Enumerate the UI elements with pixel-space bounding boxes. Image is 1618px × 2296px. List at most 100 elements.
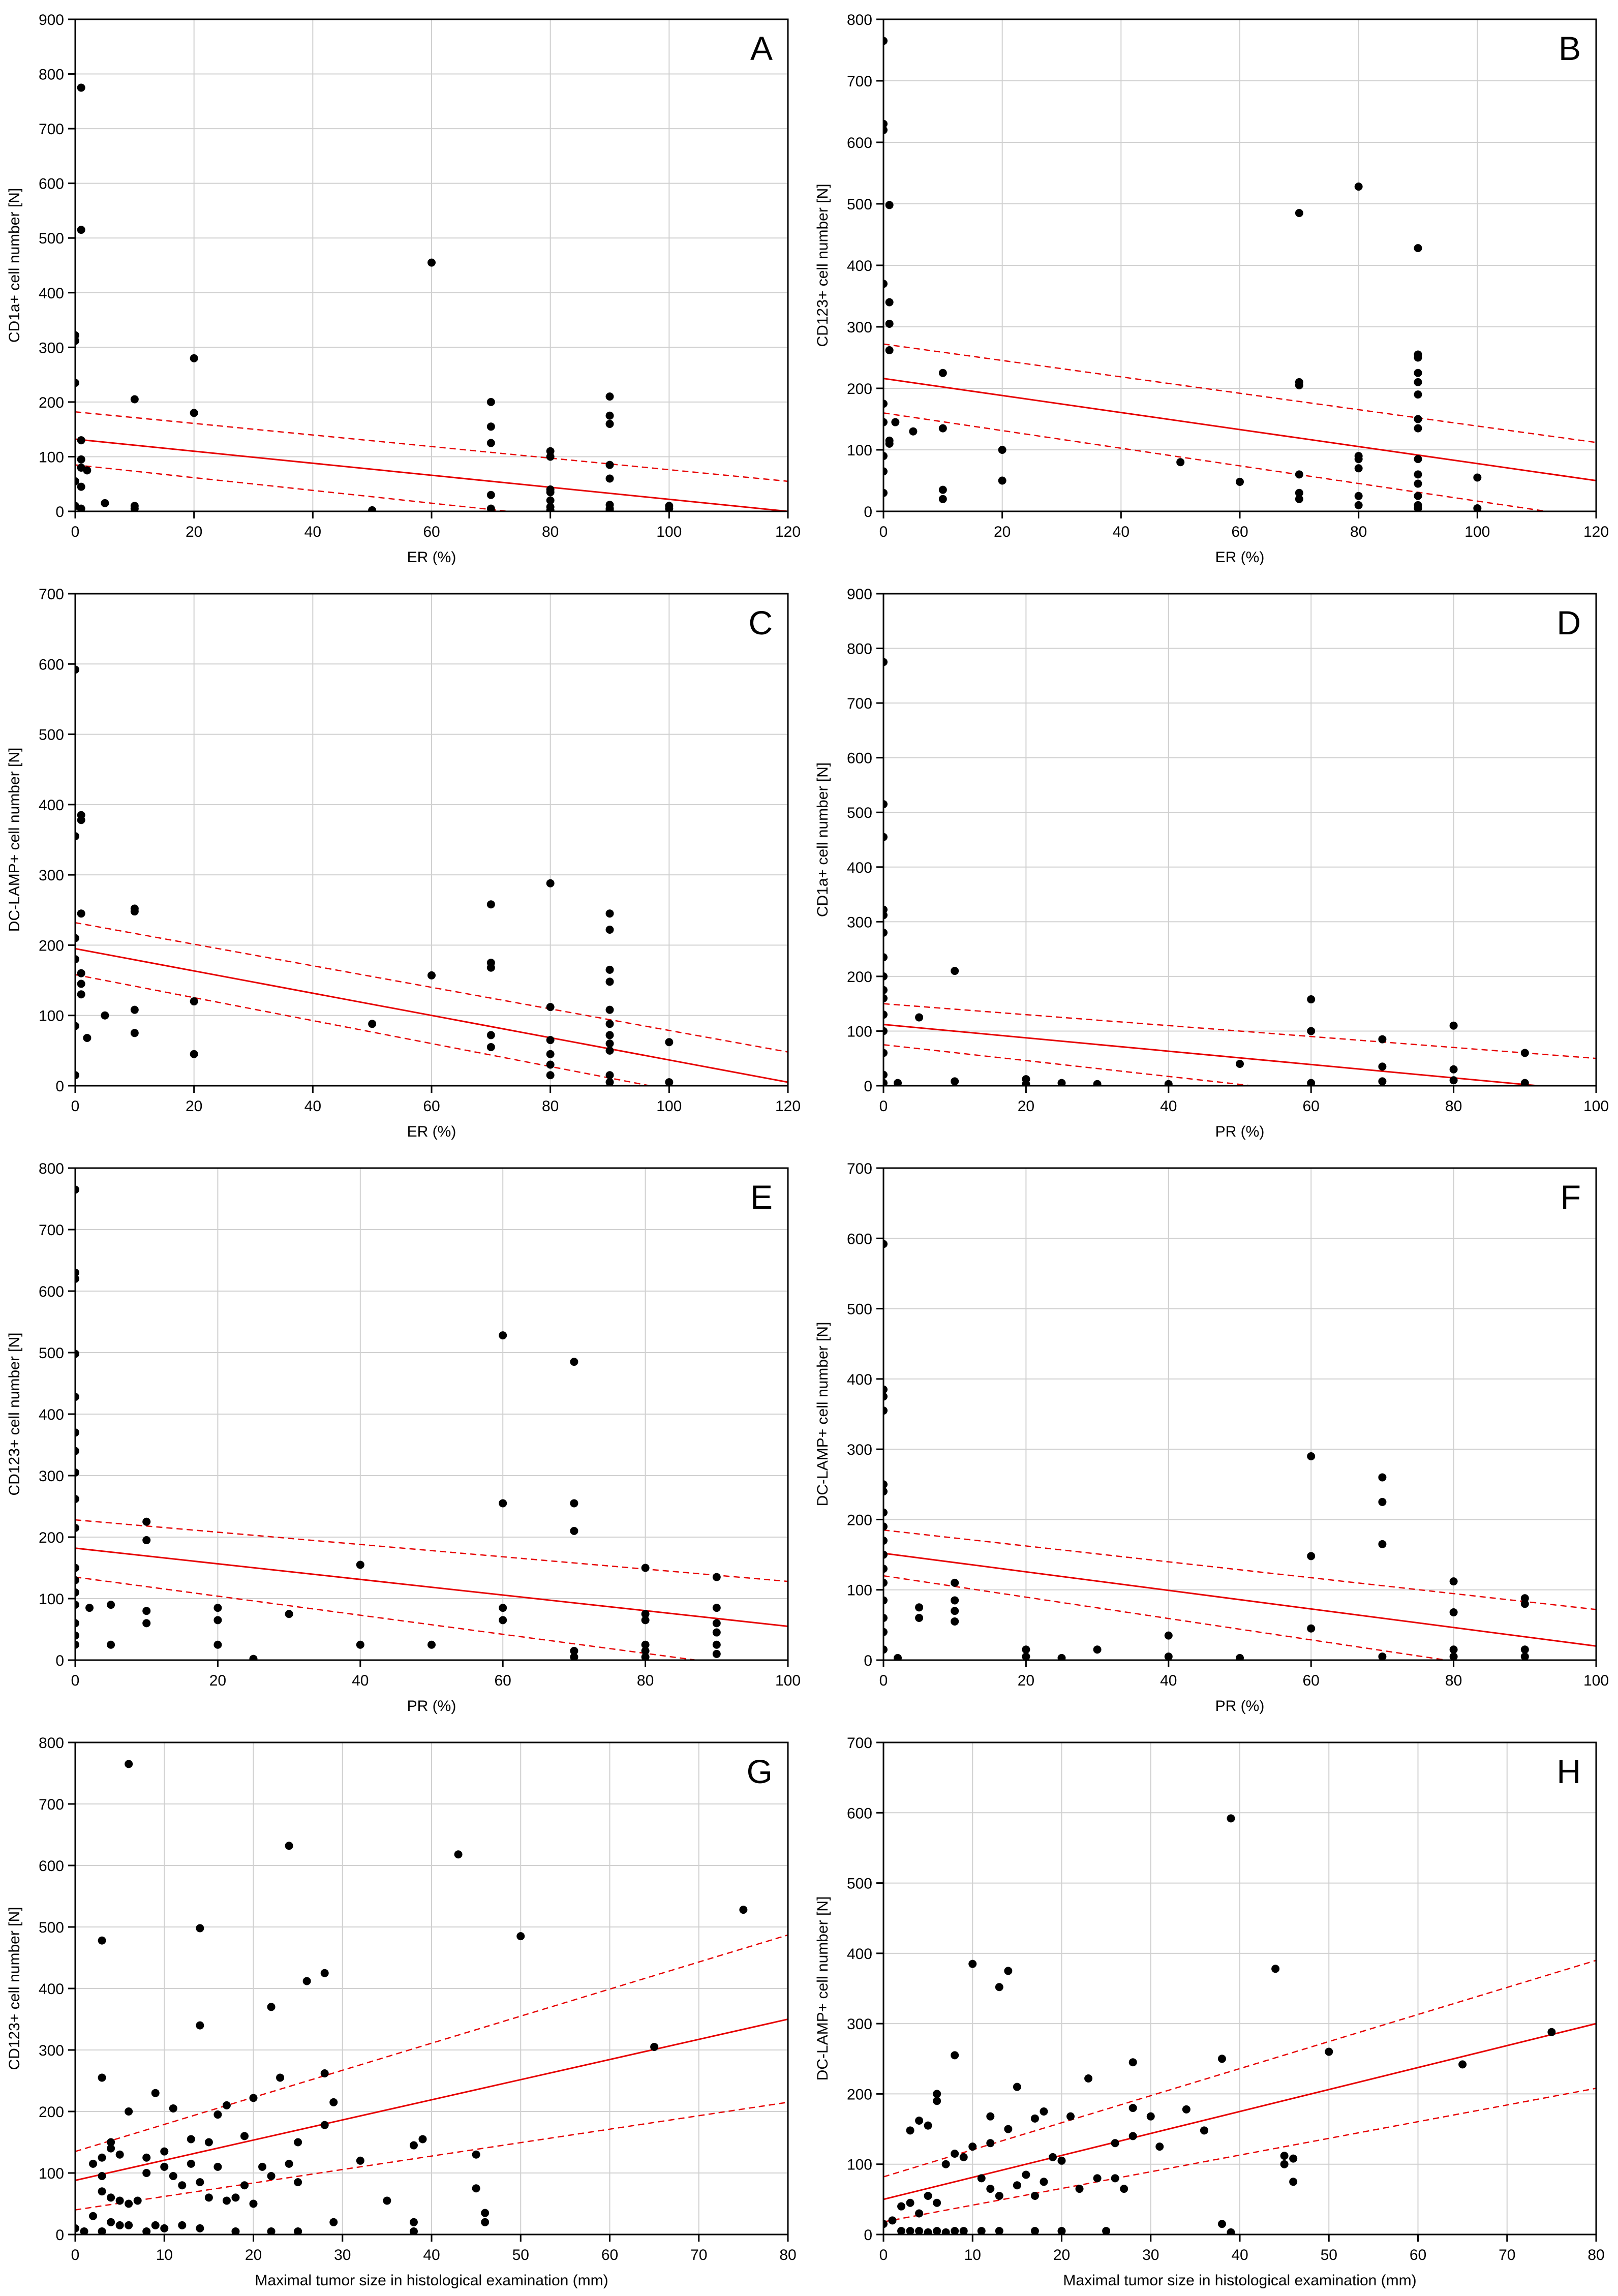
data-point [285,2159,293,2168]
data-point [1307,995,1316,1004]
data-point [1057,2227,1066,2234]
y-tick-label: 100 [847,1023,872,1040]
y-tick-label: 600 [847,135,872,151]
x-tick-label: 60 [1303,1098,1320,1115]
data-point [75,1564,79,1572]
data-point [486,504,495,511]
data-point [409,2218,418,2226]
y-tick-label: 700 [847,1735,872,1752]
y-tick-label: 400 [847,1946,872,1963]
data-point [285,1610,293,1618]
data-point [995,1983,1003,1992]
x-tick-label: 0 [879,1672,888,1689]
x-axis-label: ER (%) [407,549,456,566]
x-tick-label: 0 [71,1672,80,1689]
data-point [546,1060,555,1069]
data-point [418,2135,427,2144]
data-point [1030,2227,1039,2234]
data-point [75,1619,79,1628]
data-point [1414,415,1422,423]
data-point [213,1640,222,1649]
x-axis-label: PR (%) [407,1698,456,1715]
x-tick-label: 60 [423,524,440,540]
x-tick-label: 60 [1410,2247,1426,2263]
data-point [454,1850,463,1859]
data-point [924,2228,932,2234]
data-point [883,1508,888,1517]
x-tick-label: 0 [71,2247,80,2263]
data-point [1307,1552,1316,1560]
data-point [329,2098,338,2106]
data-point [883,1628,888,1636]
data-point [409,2141,418,2150]
data-point [941,2160,950,2168]
data-point [894,1079,902,1086]
y-tick-label: 300 [39,340,64,356]
data-point [1473,504,1482,511]
x-tick-label: 60 [1303,1672,1320,1689]
data-point [125,2199,133,2208]
data-point [1236,477,1244,486]
data-point [267,2003,276,2011]
data-point [240,2181,249,2190]
x-tick-label: 50 [512,2247,529,2263]
data-point [1354,501,1363,509]
y-tick-label: 800 [39,1160,64,1177]
y-tick-label: 400 [847,1371,872,1388]
data-point [1176,458,1185,467]
data-point [641,1640,650,1649]
data-point [368,506,377,511]
data-point [1164,1080,1173,1086]
y-tick-label: 400 [39,797,64,814]
x-tick-label: 0 [71,524,80,540]
data-point [883,452,888,461]
data-point [481,2218,490,2226]
data-point [107,2193,115,2202]
y-tick-label: 100 [39,2165,64,2182]
data-point [915,1603,924,1612]
y-tick-label: 700 [39,1796,64,1813]
data-point [75,1523,79,1532]
data-point [1004,1967,1013,1975]
data-point [77,504,85,511]
y-axis-label: CD1a+ cell number [N] [814,762,831,917]
data-point [85,1604,94,1612]
data-point [933,2090,941,2098]
data-point [641,1610,650,1618]
data-point [125,2221,133,2229]
regression-line [75,1547,788,1627]
data-point [1093,1080,1102,1086]
data-point [1449,1608,1458,1616]
data-point [546,1071,555,1080]
data-point [130,907,139,916]
panel-letter: B [1559,29,1581,67]
data-point [605,977,614,986]
x-tick-label: 40 [1231,2247,1248,2263]
data-point [883,1565,888,1573]
x-tick-label: 70 [1499,2247,1515,2263]
x-tick-label: 60 [495,1672,511,1689]
data-point [986,2139,995,2148]
data-point [249,2094,258,2102]
data-point [77,990,85,999]
y-tick-label: 400 [39,1406,64,1423]
data-point [267,2172,276,2181]
data-point [570,1646,578,1655]
data-point [885,346,894,354]
data-point [1307,1079,1316,1086]
data-point [75,1268,79,1277]
y-tick-label: 200 [39,2104,64,2121]
data-point [915,2227,924,2234]
data-point [1378,1062,1387,1071]
data-point [641,1646,650,1655]
data-point [968,1960,977,1968]
x-tick-label: 80 [637,1672,654,1689]
data-point [883,1522,888,1531]
data-point [1146,2112,1155,2121]
data-point [1520,1600,1529,1608]
data-point [75,1022,79,1030]
data-point [986,2185,995,2193]
data-point [1271,1965,1280,1973]
y-tick-label: 600 [39,1283,64,1300]
data-point [570,1358,578,1366]
